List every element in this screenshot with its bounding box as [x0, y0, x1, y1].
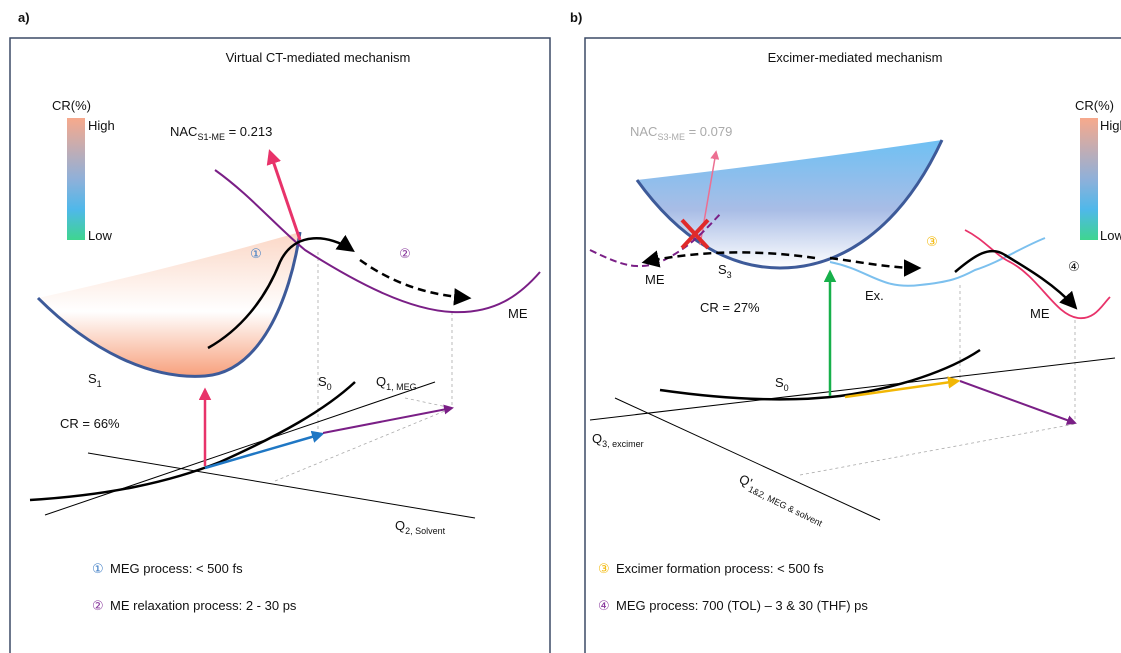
diagram: a) Virtual CT-mediated mechanism CR(%) H… [0, 0, 1121, 653]
state-label: S3 [718, 262, 732, 280]
state-label: S1 [88, 371, 102, 389]
nac-label: NACS3-ME = 0.079 [630, 124, 732, 142]
colorbar-title: CR(%) [1075, 98, 1114, 113]
colorbar-high: High [88, 118, 115, 133]
q1-axis [45, 382, 435, 515]
guides [275, 252, 452, 481]
state-sub: 1 [97, 379, 102, 389]
cr-label: CR = 27% [700, 300, 760, 315]
axis-main: Q [395, 518, 405, 533]
step-marker: ④ [1068, 259, 1080, 274]
state-main: S [775, 375, 784, 390]
cr-label: CR = 66% [60, 416, 120, 431]
q3-axis [590, 358, 1115, 420]
nac-subscript: S1-ME [197, 132, 225, 142]
nac-value: = 0.213 [225, 124, 272, 139]
colorbar-low: Low [1100, 228, 1121, 243]
state-label: S0 [775, 375, 789, 393]
colorbar-high: High [1100, 118, 1121, 133]
axis-main: Q [592, 431, 602, 446]
colorbar-low: Low [88, 228, 112, 243]
panel-title: Excimer-mediated mechanism [768, 50, 943, 65]
q12-vector [960, 381, 1075, 423]
step-marker: ③ [926, 234, 938, 249]
state-label: ME [645, 272, 665, 287]
state-main: S [88, 371, 97, 386]
s0-surface [660, 350, 980, 399]
axis-sub: 1&2, MEG & solvent [747, 484, 825, 529]
axis-sub: 2, Solvent [405, 526, 446, 536]
state-label: Ex. [865, 288, 884, 303]
nac-value: = 0.079 [685, 124, 732, 139]
nac-arrow [270, 152, 300, 240]
nac-label: NACS1-ME = 0.213 [170, 124, 272, 142]
body: { "panel_a": { "label": "a)", "title": "… [0, 0, 1121, 653]
q1-vector [205, 434, 322, 468]
axis-main: Q [376, 374, 386, 389]
state-sub: 3 [727, 270, 732, 280]
legend-marker: ① [92, 561, 104, 576]
state-label: S0 [318, 374, 332, 392]
page: Mechanism diagram html, body { margin: 0… [0, 0, 1121, 653]
step-marker: ① [250, 246, 262, 261]
state-label: ME [1030, 306, 1050, 321]
legend-marker: ② [92, 598, 104, 613]
legend-marker: ③ [598, 561, 610, 576]
nac-name: NAC [630, 124, 657, 139]
axis-label: Q'1&2, MEG & solvent [735, 471, 827, 528]
axis-sub: 1, MEG [386, 382, 417, 392]
state-main: S [318, 374, 327, 389]
legend-text: MEG process: 700 (TOL) – 3 & 30 (THF) ps [616, 598, 868, 613]
axis-label: Q3, excimer [592, 431, 644, 449]
colorbar-title: CR(%) [52, 98, 91, 113]
q2-vector [323, 408, 452, 433]
colorbar [1080, 118, 1098, 240]
axis-label: Q2, Solvent [395, 518, 446, 536]
legend-text: ME relaxation process: 2 - 30 ps [110, 598, 297, 613]
panel-title: Virtual CT-mediated mechanism [226, 50, 411, 65]
nac-name: NAC [170, 124, 197, 139]
q12-axis [615, 398, 880, 520]
panel-label: b) [570, 10, 582, 25]
legend-text: MEG process: < 500 fs [110, 561, 243, 576]
state-label: ME [508, 306, 528, 321]
state-sub: 0 [784, 383, 789, 393]
legend-marker: ④ [598, 598, 610, 613]
panel-label: a) [18, 10, 30, 25]
nac-subscript: S3-ME [657, 132, 685, 142]
relaxation-arrow [360, 260, 468, 298]
meg-arrow [955, 251, 1075, 307]
s0-surface [30, 382, 355, 500]
axis-label: Q1, MEG [376, 374, 417, 392]
axis-sub: 3, excimer [602, 439, 644, 449]
colorbar [67, 118, 85, 240]
step-marker: ② [399, 246, 411, 261]
state-main: S [718, 262, 727, 277]
legend-text: Excimer formation process: < 500 fs [616, 561, 824, 576]
state-sub: 0 [327, 382, 332, 392]
